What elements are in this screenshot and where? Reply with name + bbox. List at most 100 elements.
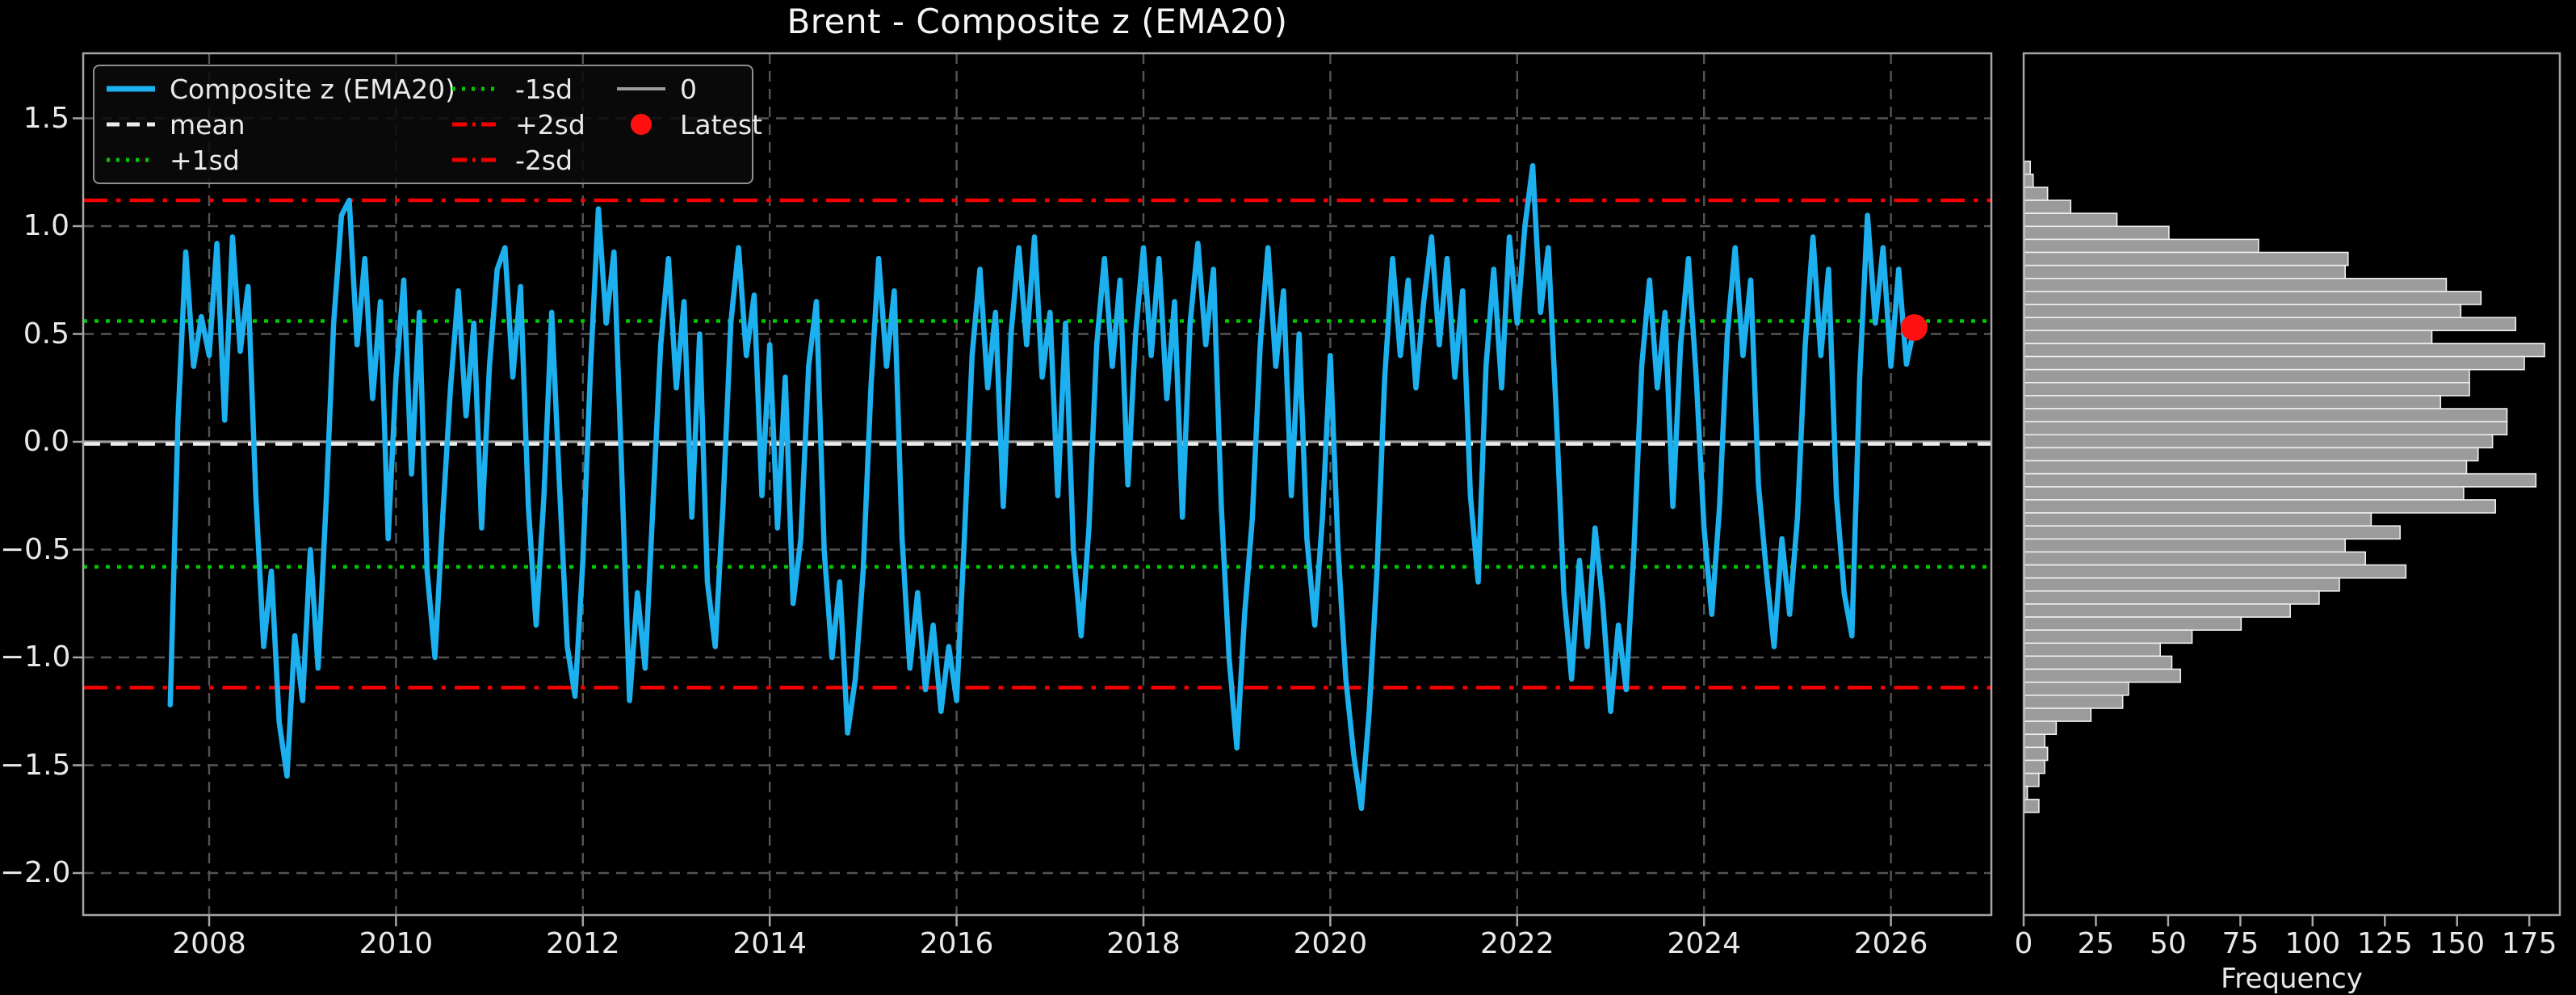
histogram-bar: [2024, 277, 2448, 292]
histogram-bar: [2024, 733, 2045, 749]
legend-swatch-solid-icon: [617, 87, 665, 90]
y-tick-label: 0.0: [23, 425, 69, 458]
histogram-bar: [2024, 746, 2049, 762]
legend-item-label: mean: [170, 108, 245, 141]
legend-item-label: 0: [680, 73, 697, 105]
legend-item: +2sd: [451, 109, 615, 141]
histogram-bar: [2024, 616, 2242, 631]
x-tick-label: 2026: [1853, 927, 1928, 960]
histogram-bar: [2024, 486, 2465, 501]
composite-z-line: [167, 162, 1917, 812]
histogram-bar: [2024, 668, 2182, 683]
histogram-bar: [2024, 512, 2373, 527]
x-tick-label: 2020: [1293, 927, 1368, 960]
legend-item-label: Latest: [680, 108, 762, 141]
histogram-bar: [2024, 421, 2508, 436]
y-tick-label: −0.5: [0, 532, 71, 566]
legend-item-label: -2sd: [515, 144, 573, 176]
y-tick-label: 0.5: [23, 317, 69, 351]
histogram-bar: [2024, 408, 2508, 422]
histogram-bar: [2024, 187, 2049, 201]
legend-swatch-dashdot-icon: [452, 157, 501, 162]
histogram-bar: [2024, 564, 2407, 579]
histogram-bar: [2024, 472, 2537, 488]
histogram-bar: [2024, 799, 2040, 813]
y-tick-label: −1.0: [0, 640, 71, 674]
legend-swatch-dotted-icon: [107, 157, 155, 162]
legend-swatch-dashed-icon: [107, 122, 155, 127]
axes-spines: [82, 52, 2561, 917]
x-tick-label: 2022: [1479, 927, 1554, 960]
histogram-bar: [2024, 160, 2031, 175]
histogram-bar: [2024, 342, 2545, 358]
hist-x-tick-label: 75: [2221, 927, 2259, 960]
chart-title: Brent - Composite z (EMA20): [787, 2, 1288, 41]
histogram-bar: [2024, 355, 2525, 371]
legend-swatch-solid-icon: [107, 86, 155, 92]
x-tick-label: 2010: [359, 927, 434, 960]
hist-x-tick-label: 50: [2149, 927, 2187, 960]
hist-x-tick-label: 0: [2014, 927, 2033, 960]
hist-x-tick-label: 150: [2429, 927, 2486, 960]
histogram-bar: [2024, 173, 2034, 188]
histogram-bar: [2024, 381, 2470, 397]
hist-x-tick-label: 125: [2356, 927, 2413, 960]
x-tick-label: 2018: [1106, 927, 1181, 960]
legend-item: -2sd: [451, 145, 615, 176]
histogram-bar: [2024, 238, 2259, 254]
legend-item-label: -1sd: [515, 73, 573, 105]
legend: Composite z (EMA20) -1sd 0 mean +2sd Latest +1…: [93, 65, 762, 184]
histogram-bar: [2024, 291, 2482, 305]
x-tick-label: 2012: [545, 927, 620, 960]
histogram-bar: [2024, 577, 2340, 592]
histogram-bar: [2024, 395, 2442, 409]
histogram-bar: [2024, 629, 2193, 644]
y-tick-label: −2.0: [0, 856, 71, 889]
legend-item: mean: [105, 109, 451, 141]
hist-x-tick-label: 25: [2077, 927, 2115, 960]
legend-item-label: Composite z (EMA20): [170, 73, 456, 105]
legend-item: +1sd: [105, 145, 451, 176]
hist-x-tick-label: 175: [2501, 927, 2557, 960]
histogram-bar: [2024, 330, 2433, 345]
histogram-bar: [2024, 772, 2040, 787]
histogram-bar: [2024, 590, 2320, 605]
y-tick-label: 1.5: [23, 101, 69, 135]
histogram-bar: [2024, 499, 2497, 514]
histogram-bar: [2024, 525, 2401, 540]
histogram-bar: [2024, 225, 2170, 241]
legend-item-label: +1sd: [170, 144, 240, 176]
main-plot-frame: [82, 52, 1993, 917]
legend-item: -1sd: [451, 73, 615, 105]
x-tick-label: 2014: [732, 927, 807, 960]
histogram-bar: [2024, 759, 2045, 775]
hist-x-tick-label: 100: [2284, 927, 2341, 960]
legend-item: Latest: [615, 109, 762, 141]
histogram-bar: [2024, 251, 2349, 267]
histogram-bar: [2024, 603, 2291, 618]
legend-swatch-dotted-icon: [452, 86, 501, 91]
axis-ticks: [73, 117, 2531, 926]
histogram-bar: [2024, 368, 2470, 384]
legend-item: Composite z (EMA20): [105, 73, 455, 105]
x-tick-label: 2016: [919, 927, 994, 960]
histogram-bar: [2024, 460, 2468, 475]
histogram-bar: [2024, 655, 2173, 670]
histogram-bar: [2024, 642, 2161, 657]
histogram-bar: [2024, 264, 2346, 279]
histogram-bar: [2024, 434, 2494, 449]
histogram-bar: [2024, 447, 2479, 462]
histogram-bar: [2024, 695, 2124, 709]
histogram-bar: [2024, 681, 2129, 696]
legend-item: 0: [615, 73, 753, 105]
histogram-bar: [2024, 551, 2367, 566]
y-tick-label: −1.5: [0, 748, 71, 782]
histogram-bar: [2024, 304, 2462, 318]
y-tick-label: 1.0: [23, 209, 69, 242]
histogram-frame: [2022, 52, 2561, 917]
histogram-bar: [2024, 785, 2028, 800]
histogram-bar: [2024, 538, 2346, 553]
legend-item-label: +2sd: [515, 108, 585, 141]
